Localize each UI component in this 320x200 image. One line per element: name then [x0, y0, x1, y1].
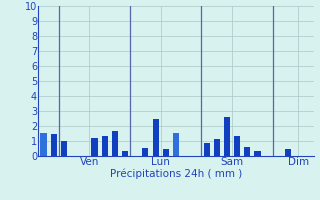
Bar — [285, 149, 291, 156]
X-axis label: Précipitations 24h ( mm ): Précipitations 24h ( mm ) — [110, 169, 242, 179]
Bar — [204, 142, 210, 156]
Bar — [61, 141, 67, 156]
Bar — [51, 134, 57, 156]
Bar — [234, 136, 240, 156]
Bar — [153, 118, 159, 156]
Bar — [214, 139, 220, 156]
Bar — [101, 136, 108, 156]
Bar — [254, 151, 260, 156]
Bar — [122, 151, 128, 156]
Bar — [224, 117, 230, 156]
Bar — [142, 148, 148, 156]
Bar — [173, 133, 179, 156]
Bar — [92, 138, 98, 156]
Bar — [244, 147, 251, 156]
Bar — [112, 130, 118, 156]
Bar — [163, 149, 169, 156]
Bar — [40, 133, 46, 156]
